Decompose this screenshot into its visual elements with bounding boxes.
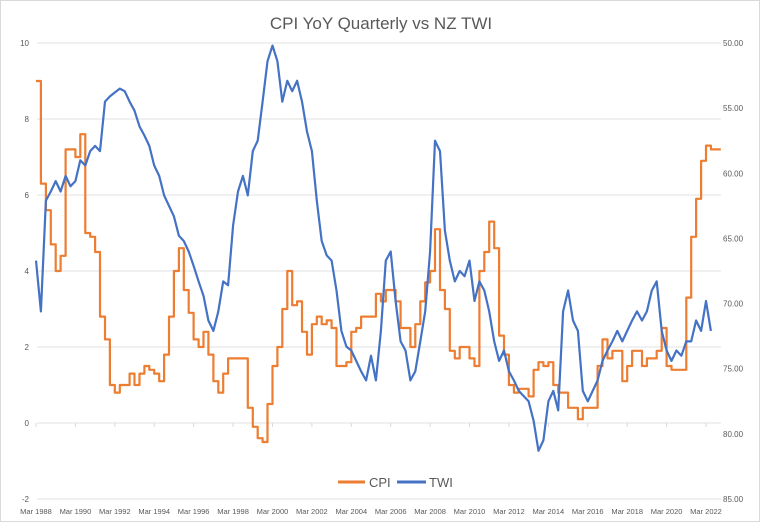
x-axis-label: Mar 2020	[651, 507, 683, 516]
right-axis-label: 60.00	[723, 169, 744, 178]
x-axis-label: Mar 1992	[99, 507, 131, 516]
x-axis-label: Mar 1994	[138, 507, 170, 516]
right-axis-label: 50.00	[723, 39, 744, 48]
x-axis-label: Mar 1996	[178, 507, 210, 516]
right-axis-label: 55.00	[723, 104, 744, 113]
x-axis-label: Mar 2022	[690, 507, 722, 516]
x-axis-label: Mar 2006	[375, 507, 407, 516]
right-axis-labels: 50.00 55.00 60.00 65.00 70.00 75.00 80.00 85.00	[723, 39, 744, 504]
left-axis-label: -2	[22, 495, 30, 504]
left-axis-label: 10	[20, 39, 29, 48]
x-axis-label: Mar 2018	[611, 507, 643, 516]
x-axis-label: Mar 2004	[335, 507, 367, 516]
legend: CPI TWI	[338, 475, 453, 490]
right-axis-label: 65.00	[723, 234, 744, 243]
x-axis-label: Mar 1998	[217, 507, 249, 516]
chart-title: CPI YoY Quarterly vs NZ TWI	[270, 14, 492, 33]
x-axis-label: Mar 2002	[296, 507, 328, 516]
left-axis-label: 6	[25, 191, 30, 200]
legend-label-cpi: CPI	[369, 475, 391, 490]
gridlines	[37, 42, 721, 500]
series-line-twi	[34, 44, 712, 452]
left-axis-label: 2	[25, 343, 30, 352]
right-axis-label: 70.00	[723, 300, 744, 309]
series-lines	[34, 44, 721, 452]
left-axis-labels: -2 0 2 4 6 8 10	[20, 39, 29, 504]
left-axis-label: 0	[25, 419, 30, 428]
x-axis-label: Mar 1988	[20, 507, 52, 516]
x-axis-label: Mar 2000	[257, 507, 289, 516]
x-axis-label: Mar 2008	[414, 507, 446, 516]
x-axis-labels: Mar 1988 Mar 1990 Mar 1992 Mar 1994 Mar 1996…	[20, 507, 722, 516]
x-axis-label: Mar 2010	[454, 507, 486, 516]
right-axis-label: 75.00	[723, 365, 744, 374]
legend-label-twi: TWI	[429, 475, 453, 490]
left-axis-label: 8	[25, 115, 30, 124]
x-axis-label: Mar 2014	[533, 507, 565, 516]
left-axis-label: 4	[25, 267, 30, 276]
x-axis-ticks	[35, 423, 707, 427]
x-axis-label: Mar 1990	[60, 507, 92, 516]
series-line-cpi	[36, 79, 721, 444]
x-axis-label: Mar 2012	[493, 507, 525, 516]
right-axis-label: 85.00	[723, 495, 744, 504]
x-axis-label: Mar 2016	[572, 507, 604, 516]
right-axis-label: 80.00	[723, 430, 744, 439]
